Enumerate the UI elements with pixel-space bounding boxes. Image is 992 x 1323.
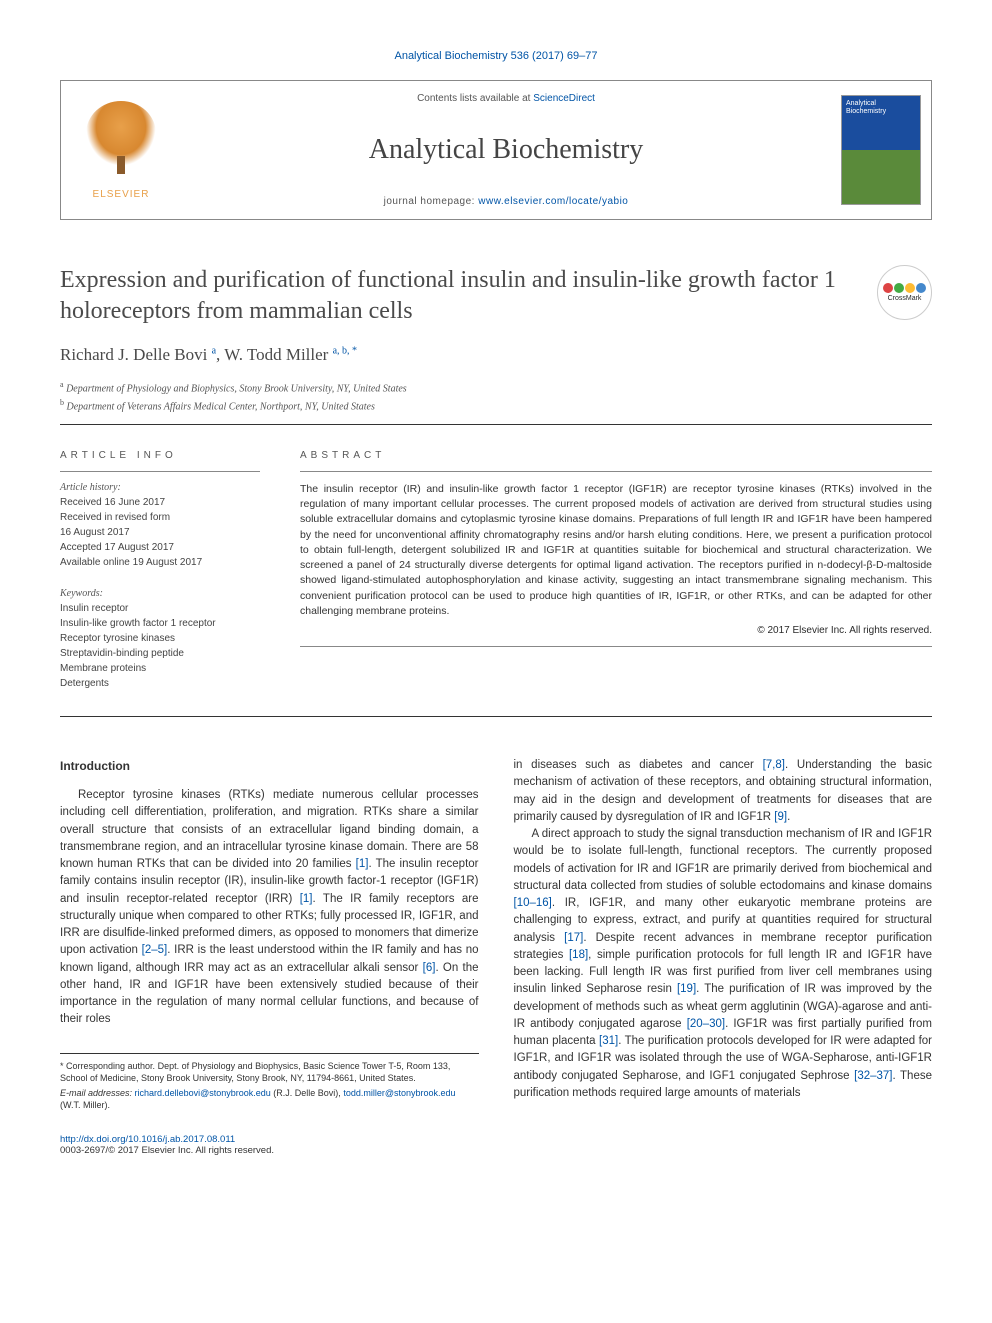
ref-link[interactable]: [6] [423, 962, 436, 974]
affiliation-line: b Department of Veterans Affairs Medical… [60, 397, 932, 414]
introduction-heading: Introduction [60, 757, 479, 775]
ref-link[interactable]: [7,8] [763, 759, 785, 771]
ref-link[interactable]: [10–16] [514, 897, 552, 909]
ref-link[interactable]: [20–30] [687, 1018, 725, 1030]
body-column-right: in diseases such as diabetes and cancer … [514, 757, 933, 1114]
keyword-item: Streptavidin-binding peptide [60, 646, 260, 661]
abstract-text: The insulin receptor (IR) and insulin-li… [300, 482, 932, 619]
history-item: 16 August 2017 [60, 525, 260, 540]
authors-line: Richard J. Delle Bovi a, W. Todd Miller … [60, 345, 932, 365]
journal-name: Analytical Biochemistry [369, 134, 644, 166]
sciencedirect-link[interactable]: ScienceDirect [533, 93, 595, 104]
footnotes: * Corresponding author. Dept. of Physiol… [60, 1053, 479, 1112]
affiliation-line: a Department of Physiology and Biophysic… [60, 379, 932, 396]
history-item: Available online 19 August 2017 [60, 555, 260, 570]
ref-link[interactable]: [18] [569, 949, 588, 961]
ref-link[interactable]: [17] [564, 932, 583, 944]
ref-link[interactable]: [2–5] [142, 944, 168, 956]
ref-link[interactable]: [32–37] [854, 1070, 892, 1082]
keyword-item: Detergents [60, 676, 260, 691]
publisher-name: ELSEVIER [93, 189, 150, 200]
history-item: Received in revised form [60, 510, 260, 525]
publisher-logo-block: ELSEVIER [61, 81, 181, 219]
email-addresses: E-mail addresses: richard.dellebovi@ston… [60, 1087, 479, 1112]
ref-link[interactable]: [19] [677, 983, 696, 995]
ref-link[interactable]: [9] [774, 811, 787, 823]
keyword-item: Receptor tyrosine kinases [60, 631, 260, 646]
email-link-2[interactable]: todd.miller@stonybrook.edu [343, 1088, 455, 1098]
history-item: Accepted 17 August 2017 [60, 540, 260, 555]
journal-homepage-line: journal homepage: www.elsevier.com/locat… [384, 196, 629, 207]
body-column-left: Introduction Receptor tyrosine kinases (… [60, 757, 479, 1114]
email-link-1[interactable]: richard.dellebovi@stonybrook.edu [135, 1088, 271, 1098]
corresponding-author-note: * Corresponding author. Dept. of Physiol… [60, 1060, 479, 1085]
journal-cover-thumbnail: Analytical Biochemistry [841, 95, 921, 205]
abstract-heading: ABSTRACT [300, 450, 932, 461]
doi-link[interactable]: http://dx.doi.org/10.1016/j.ab.2017.08.0… [60, 1134, 235, 1145]
intro-paragraph-1: Receptor tyrosine kinases (RTKs) mediate… [60, 787, 479, 1029]
journal-masthead: ELSEVIER Contents lists available at Sci… [60, 80, 932, 220]
contents-available-line: Contents lists available at ScienceDirec… [417, 93, 595, 104]
keyword-item: Membrane proteins [60, 661, 260, 676]
journal-homepage-link[interactable]: www.elsevier.com/locate/yabio [478, 196, 628, 207]
divider [60, 716, 932, 717]
elsevier-tree-icon [86, 101, 156, 181]
page-footer: http://dx.doi.org/10.1016/j.ab.2017.08.0… [60, 1134, 932, 1156]
abstract-copyright: © 2017 Elsevier Inc. All rights reserved… [300, 625, 932, 636]
ref-link[interactable]: [1] [300, 893, 313, 905]
article-info-heading: ARTICLE INFO [60, 450, 260, 461]
divider [60, 424, 932, 425]
keywords-label: Keywords: [60, 588, 260, 599]
article-info-sidebar: ARTICLE INFO Article history: Received 1… [60, 450, 260, 691]
intro-paragraph-2: A direct approach to study the signal tr… [514, 826, 933, 1102]
issn-copyright: 0003-2697/© 2017 Elsevier Inc. All right… [60, 1145, 274, 1156]
abstract-column: ABSTRACT The insulin receptor (IR) and i… [300, 450, 932, 691]
affiliations: a Department of Physiology and Biophysic… [60, 379, 932, 414]
ref-link[interactable]: [31] [599, 1035, 618, 1047]
keyword-item: Insulin receptor [60, 601, 260, 616]
ref-link[interactable]: [1] [356, 858, 369, 870]
running-head: Analytical Biochemistry 536 (2017) 69–77 [60, 50, 932, 62]
crossmark-badge[interactable]: CrossMark [877, 265, 932, 320]
keyword-item: Insulin-like growth factor 1 receptor [60, 616, 260, 631]
history-label: Article history: [60, 482, 260, 493]
history-item: Received 16 June 2017 [60, 495, 260, 510]
article-title: Expression and purification of functiona… [60, 265, 857, 327]
intro-paragraph-1-cont: in diseases such as diabetes and cancer … [514, 757, 933, 826]
